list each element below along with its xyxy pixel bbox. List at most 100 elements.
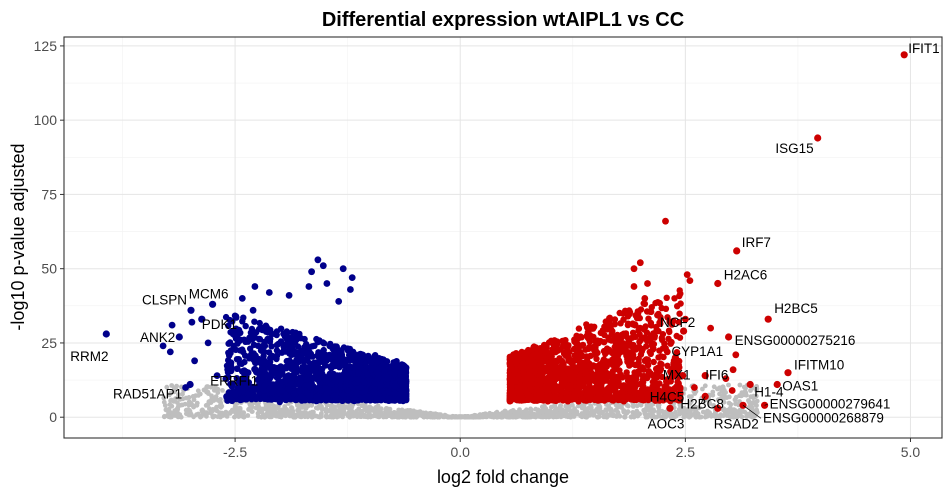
- downregulated-point: [346, 351, 353, 359]
- not-significant-point: [215, 414, 221, 419]
- not-significant-point: [634, 403, 640, 409]
- not-significant-point: [235, 410, 240, 416]
- upregulated-point: [596, 390, 604, 397]
- upregulated-point: [665, 335, 672, 342]
- upregulated-point: [643, 343, 650, 350]
- not-significant-point: [186, 399, 192, 405]
- downregulated-point: [354, 363, 362, 370]
- not-significant-point: [689, 394, 694, 399]
- not-significant-point: [282, 404, 288, 409]
- not-significant-point: [538, 414, 544, 420]
- downregulated-point: [282, 341, 290, 348]
- not-significant-point: [400, 414, 405, 420]
- not-significant-point: [204, 384, 210, 390]
- not-significant-point: [431, 412, 437, 418]
- upregulated-point: [664, 362, 671, 369]
- downregulated-point: [263, 371, 270, 378]
- downregulated-point: [354, 376, 362, 383]
- upregulated-point: [625, 335, 633, 343]
- not-significant-point: [685, 408, 690, 414]
- downregulated-point: [251, 332, 258, 339]
- not-significant-point: [742, 409, 748, 415]
- downregulated-point: [229, 381, 236, 388]
- upregulated-point: [607, 325, 615, 333]
- downregulated-point: [225, 322, 232, 329]
- downregulated-point: [237, 329, 244, 336]
- not-significant-point: [583, 414, 589, 420]
- not-significant-point: [606, 403, 611, 409]
- downregulated-point: [315, 394, 322, 401]
- downregulated-point: [375, 371, 382, 378]
- upregulated-point: [640, 385, 647, 392]
- not-significant-point: [182, 401, 188, 407]
- downregulated-point: [228, 397, 236, 404]
- not-significant-point: [200, 407, 205, 413]
- upregulated-point: [661, 383, 668, 390]
- upregulated-point: [660, 353, 667, 361]
- not-significant-point: [360, 403, 365, 408]
- upregulated-point: [675, 390, 682, 397]
- downregulated-point: [377, 382, 385, 389]
- not-significant-point: [188, 411, 194, 417]
- not-significant-point: [656, 409, 661, 415]
- not-significant-point: [672, 414, 677, 420]
- not-significant-point: [171, 389, 177, 395]
- not-significant-point: [617, 413, 623, 419]
- downregulated-point: [361, 388, 369, 395]
- downregulated-point: [301, 335, 308, 343]
- not-significant-point: [524, 407, 529, 413]
- upregulated-point: [591, 323, 598, 330]
- not-significant-point: [164, 384, 170, 390]
- upregulated-point: [626, 311, 633, 318]
- not-significant-point: [734, 414, 740, 420]
- downregulated-point: [235, 356, 242, 363]
- upregulated-point: [636, 324, 644, 332]
- downregulated-point: [223, 394, 230, 401]
- not-significant-point: [642, 411, 648, 417]
- not-significant-point: [682, 386, 688, 392]
- downregulated-point: [397, 369, 404, 376]
- upregulated-point: [658, 304, 665, 312]
- not-significant-point: [528, 409, 533, 415]
- downregulated-point: [368, 358, 375, 365]
- upregulated-point: [673, 332, 680, 340]
- upregulated-point: [673, 349, 681, 356]
- not-significant-point: [177, 396, 183, 402]
- not-significant-point: [619, 405, 624, 410]
- downregulated-point: [263, 324, 270, 331]
- not-significant-point: [569, 408, 574, 414]
- not-significant-point: [329, 402, 334, 408]
- not-significant-point: [737, 410, 743, 416]
- downregulated-point: [296, 387, 303, 395]
- upregulated-point: [617, 320, 624, 327]
- not-significant-point: [169, 403, 175, 409]
- downregulated-point: [309, 343, 316, 350]
- not-significant-point: [215, 390, 221, 395]
- not-significant-point: [309, 414, 315, 420]
- upregulated-point: [575, 345, 582, 353]
- not-significant-point: [334, 414, 340, 420]
- not-significant-point: [597, 406, 603, 411]
- downregulated-point: [310, 364, 317, 371]
- not-significant-point: [169, 397, 174, 403]
- downregulated-point: [384, 376, 391, 383]
- not-significant-point: [724, 411, 730, 417]
- not-significant-point: [509, 408, 515, 414]
- not-significant-point: [298, 411, 304, 417]
- not-significant-point: [753, 393, 759, 399]
- downregulated-point: [227, 349, 234, 357]
- not-significant-point: [717, 391, 722, 397]
- not-significant-point: [210, 414, 216, 420]
- downregulated-point: [380, 395, 387, 403]
- upregulated-point: [601, 323, 608, 330]
- downregulated-point: [340, 392, 347, 399]
- not-significant-point: [724, 395, 730, 400]
- downregulated-point: [373, 395, 381, 402]
- downregulated-point: [340, 374, 348, 382]
- not-significant-point: [194, 400, 200, 406]
- significant-points: [102, 51, 908, 412]
- upregulated-point: [623, 341, 630, 349]
- not-significant-point: [622, 414, 628, 420]
- downregulated-point: [268, 343, 275, 350]
- downregulated-point: [282, 394, 289, 401]
